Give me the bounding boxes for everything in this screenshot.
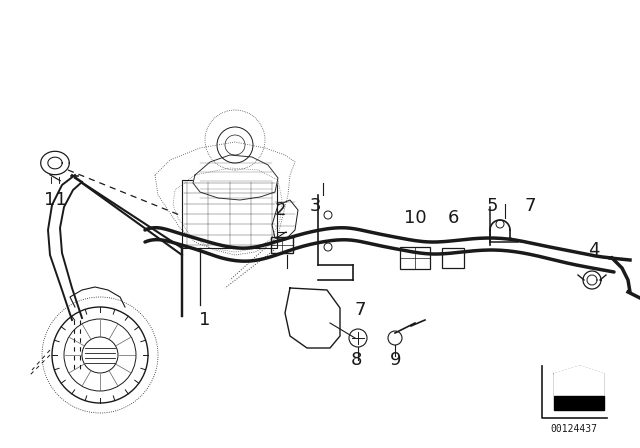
Polygon shape <box>554 396 604 410</box>
Text: 1: 1 <box>199 311 211 329</box>
Bar <box>271 237 293 253</box>
Bar <box>400 247 430 269</box>
Text: 8: 8 <box>350 351 362 369</box>
Text: 9: 9 <box>390 351 402 369</box>
Text: 10: 10 <box>404 209 426 227</box>
Text: 2: 2 <box>275 201 285 219</box>
Bar <box>442 248 464 268</box>
Text: 7: 7 <box>355 301 365 319</box>
Polygon shape <box>193 155 278 200</box>
Text: 11: 11 <box>44 191 67 209</box>
Text: 7: 7 <box>524 197 536 215</box>
Polygon shape <box>554 366 604 382</box>
Text: 4: 4 <box>588 241 600 259</box>
Text: 5: 5 <box>486 197 498 215</box>
Polygon shape <box>554 366 604 404</box>
Bar <box>182 180 277 248</box>
Text: 00124437: 00124437 <box>550 424 598 434</box>
Text: 6: 6 <box>447 209 459 227</box>
Polygon shape <box>285 288 340 348</box>
Text: 3: 3 <box>309 197 321 215</box>
